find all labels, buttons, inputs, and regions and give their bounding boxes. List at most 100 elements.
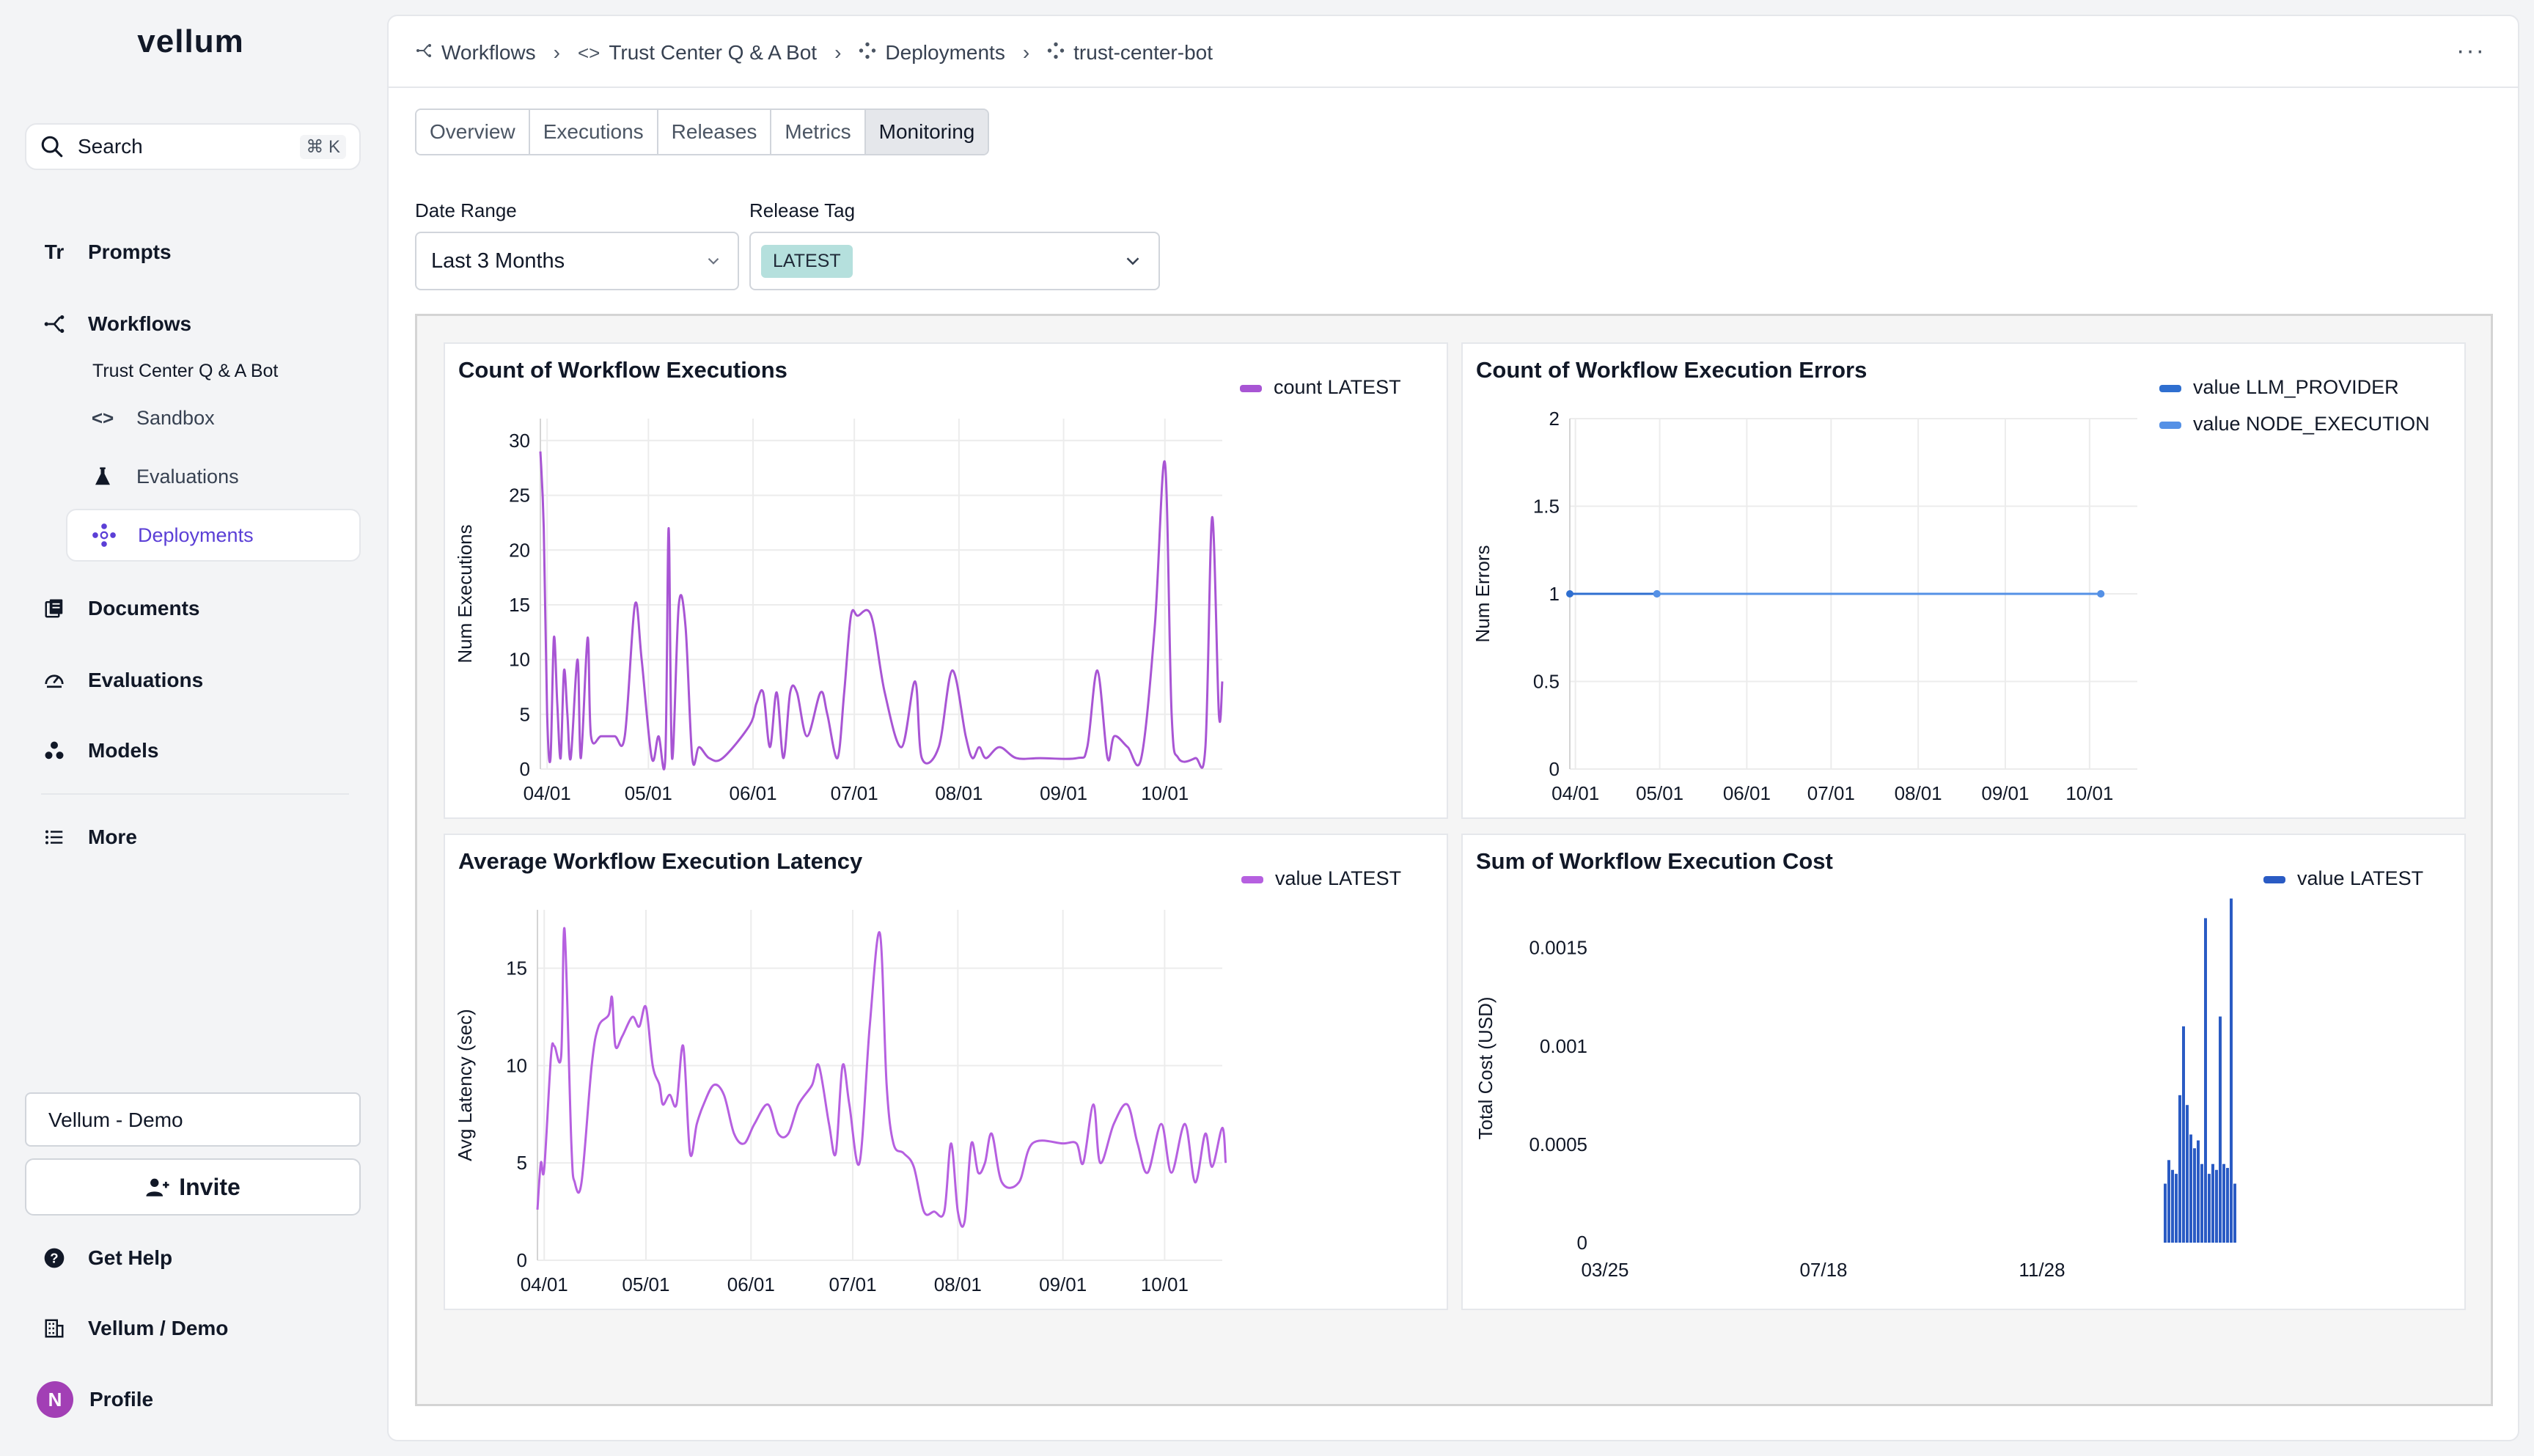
workflow-icon: [415, 42, 433, 65]
bar: [2204, 918, 2207, 1243]
nav-evaluations-sub[interactable]: Evaluations: [66, 450, 361, 503]
breadcrumb: Workflows › <> Trust Center Q & A Bot › …: [415, 41, 1213, 65]
nav-documents[interactable]: Documents: [41, 595, 199, 622]
tab-overview[interactable]: Overview: [416, 110, 530, 154]
y-axis-label: Avg Latency (sec): [454, 1009, 476, 1161]
y-tick-label: 1: [1549, 583, 1560, 605]
building-icon: [41, 1315, 67, 1342]
invite-button[interactable]: Invite: [25, 1158, 361, 1216]
code-icon: <>: [91, 406, 114, 429]
nav-sandbox[interactable]: <> Sandbox: [66, 391, 361, 444]
workflow-name[interactable]: Trust Center Q & A Bot: [92, 361, 279, 381]
nav-evaluations[interactable]: Evaluations: [41, 667, 203, 694]
workspace-selector[interactable]: Vellum - Demo: [25, 1092, 361, 1147]
breadcrumb-deployments[interactable]: Deployments: [859, 41, 1005, 65]
latency-chart-card: Average Workflow Execution Latency 0 5 10 1…: [444, 834, 1448, 1310]
data-point: [2097, 590, 2105, 598]
x-tick-label: 09/01: [1981, 782, 2029, 804]
y-tick-label: 2: [1549, 408, 1560, 430]
release-tag-label: Release Tag: [749, 199, 856, 221]
series-line: [539, 451, 1224, 771]
nav-models[interactable]: Models: [41, 738, 158, 764]
tab-metrics[interactable]: Metrics: [771, 110, 866, 154]
nav-sandbox-label: Sandbox: [136, 406, 215, 429]
release-tag-chip: LATEST: [761, 244, 853, 278]
nav-workflows[interactable]: Workflows: [41, 311, 191, 337]
data-point: [1566, 590, 1573, 598]
legend-label: value LATEST: [1275, 867, 1401, 889]
date-range-select[interactable]: Last 3 Months: [415, 232, 739, 290]
profile-label: Profile: [89, 1388, 154, 1411]
monitoring-dashboard: Count of Workflow Executions 0 5 10 15 20 25 3…: [415, 314, 2493, 1406]
chevron-right-icon: ›: [1022, 41, 1030, 64]
date-range-label: Date Range: [415, 199, 517, 221]
x-tick-label: 05/01: [1636, 782, 1683, 804]
search-input[interactable]: Search ⌘ K: [25, 123, 361, 170]
nav-evaluations-label: Evaluations: [88, 669, 204, 691]
legend-swatch: [1241, 876, 1263, 883]
bar: [2175, 1174, 2178, 1243]
y-tick-label: 30: [509, 430, 530, 452]
deployments-icon: [859, 42, 876, 65]
chevron-right-icon: ›: [553, 41, 560, 64]
y-tick-label: 0: [520, 758, 530, 780]
nav-get-help[interactable]: ? Get Help: [41, 1245, 172, 1271]
nav-profile[interactable]: N Profile: [37, 1381, 154, 1418]
breadcrumb-workflows[interactable]: Workflows: [415, 41, 536, 65]
y-tick-label: 10: [506, 1054, 527, 1076]
bar: [2226, 1168, 2229, 1243]
nav-org[interactable]: Vellum / Demo: [41, 1315, 228, 1342]
breadcrumb-workflow[interactable]: <> Trust Center Q & A Bot: [578, 41, 817, 65]
y-tick-label: 15: [506, 957, 527, 979]
more-options-icon[interactable]: ···: [2456, 37, 2486, 65]
x-tick-label: 08/01: [935, 782, 983, 804]
y-axis-label: Total Cost (USD): [1475, 996, 1496, 1139]
x-tick-label: 09/01: [1040, 782, 1087, 804]
breadcrumb-deployment-label: trust-center-bot: [1073, 41, 1213, 64]
breadcrumb-deployment[interactable]: trust-center-bot: [1047, 41, 1213, 65]
nav-prompts[interactable]: Tr Prompts: [41, 239, 172, 265]
y-tick-label: 15: [509, 594, 530, 616]
nav-deployments-label: Deployments: [138, 523, 254, 546]
y-axis-label: Num Executions: [454, 524, 476, 663]
y-tick-label: 0: [517, 1249, 527, 1271]
get-help-label: Get Help: [88, 1246, 173, 1269]
bar: [2164, 1183, 2167, 1243]
tab-executions[interactable]: Executions: [529, 110, 658, 154]
x-tick-label: 10/01: [1141, 782, 1189, 804]
release-tag-select[interactable]: LATEST: [749, 232, 1160, 290]
tab-releases[interactable]: Releases: [658, 110, 772, 154]
x-tick-label: 04/01: [524, 782, 571, 804]
sidebar-divider: [41, 793, 349, 795]
bar: [2182, 1026, 2185, 1243]
nav-deployments[interactable]: Deployments: [66, 509, 361, 562]
bar: [2178, 1095, 2181, 1243]
documents-icon: [41, 595, 67, 622]
y-tick-label: 5: [520, 703, 530, 725]
invite-label: Invite: [179, 1173, 240, 1200]
sidebar: vellum Search ⌘ K Tr Prompts Workflows T…: [0, 0, 381, 1456]
y-tick-label: 1.5: [1533, 496, 1560, 518]
chart-title: Count of Workflow Executions: [458, 357, 787, 383]
y-tick-label: 0.5: [1533, 671, 1560, 693]
bar: [2219, 1016, 2222, 1243]
chart-title: Average Workflow Execution Latency: [458, 848, 863, 874]
errors-chart: 0 0.5 1 1.5 2 04/01 05/01 06/01 07/01 08/01 09/01 1…: [1472, 376, 2430, 804]
legend-swatch: [2159, 385, 2181, 392]
bar: [2230, 898, 2233, 1243]
bar: [2200, 1163, 2203, 1243]
tab-monitoring[interactable]: Monitoring: [865, 110, 988, 154]
x-tick-label: 08/01: [1895, 782, 1942, 804]
org-label: Vellum / Demo: [88, 1317, 229, 1339]
bar: [2193, 1148, 2196, 1243]
legend-swatch: [1240, 385, 1262, 392]
errors-chart-card: Count of Workflow Execution Errors 0 0.5 1…: [1461, 342, 2466, 819]
nav-workflows-label: Workflows: [88, 312, 192, 335]
nav-models-label: Models: [88, 739, 159, 762]
deployments-icon: [91, 522, 117, 548]
x-tick-label: 10/01: [2065, 782, 2113, 804]
workflow-icon: [41, 311, 67, 337]
chart-title: Sum of Workflow Execution Cost: [1476, 848, 1833, 874]
help-icon: ?: [41, 1245, 67, 1271]
nav-more[interactable]: More: [41, 824, 137, 850]
